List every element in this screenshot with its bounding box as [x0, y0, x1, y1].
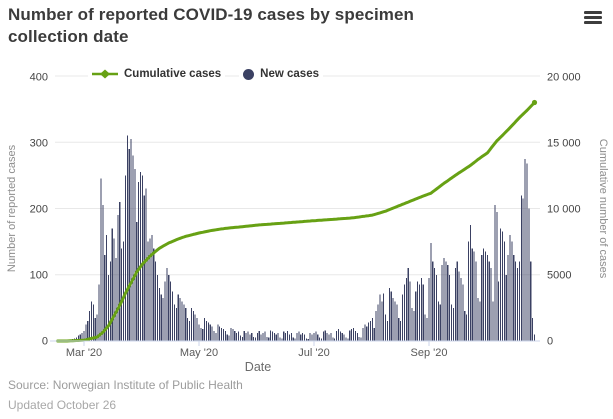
- x-axis-title: Date: [245, 360, 271, 374]
- legend-item-new-cases[interactable]: New cases: [239, 67, 323, 81]
- right-axis-tick-0: 0: [547, 336, 553, 348]
- right-axis-title: Cumulative number of cases: [597, 139, 609, 279]
- left-axis-tick-100: 100: [30, 270, 48, 282]
- cumulative-line[interactable]: [56, 101, 536, 343]
- left-axis-title: Number of reported cases: [6, 144, 18, 272]
- x-axis-tick-jul: Jul '20: [298, 347, 329, 359]
- x-axis: [50, 340, 540, 346]
- legend-item-cumulative[interactable]: Cumulative cases: [88, 67, 226, 81]
- right-axis-tick-15000: 15 000: [547, 138, 581, 150]
- right-axis-tick-20000: 20 000: [547, 72, 581, 84]
- right-axis-tick-5000: 5000: [547, 270, 571, 282]
- left-axis-tick-0: 0: [42, 336, 48, 348]
- legend-label-new-cases: New cases: [260, 68, 319, 80]
- legend-label-cumulative: Cumulative cases: [124, 68, 222, 80]
- x-axis-tick-may: May '20: [180, 347, 218, 359]
- left-axis-tick-200: 200: [30, 204, 48, 216]
- menu-bar: [584, 11, 602, 14]
- left-axis-tick-400: 400: [30, 72, 48, 84]
- left-axis-tick-300: 300: [30, 138, 48, 150]
- x-axis-tick-mar: Mar '20: [66, 347, 102, 359]
- chart-canvas: 0 100 200 300 400 0 5000 10 000 15 000 2…: [6, 72, 609, 375]
- right-axis-tick-10000: 10 000: [547, 204, 581, 216]
- new-cases-marker-icon: [243, 68, 255, 80]
- source-text: Source: Norwegian Institute of Public He…: [8, 378, 243, 392]
- new-cases-bars[interactable]: [66, 135, 536, 342]
- page-title: Number of reported COVID-19 cases by spe…: [8, 5, 415, 46]
- legend: Cumulative cases New cases: [88, 67, 323, 81]
- menu-bar: [584, 16, 602, 19]
- cumulative-line-end-marker: [531, 99, 538, 106]
- x-axis-tick-sep: Sep '20: [411, 347, 448, 359]
- menu-bar: [584, 21, 602, 24]
- updated-text: Updated October 26: [8, 398, 117, 412]
- hamburger-menu-icon[interactable]: [584, 11, 602, 25]
- cumulative-line-marker-icon: [92, 69, 118, 79]
